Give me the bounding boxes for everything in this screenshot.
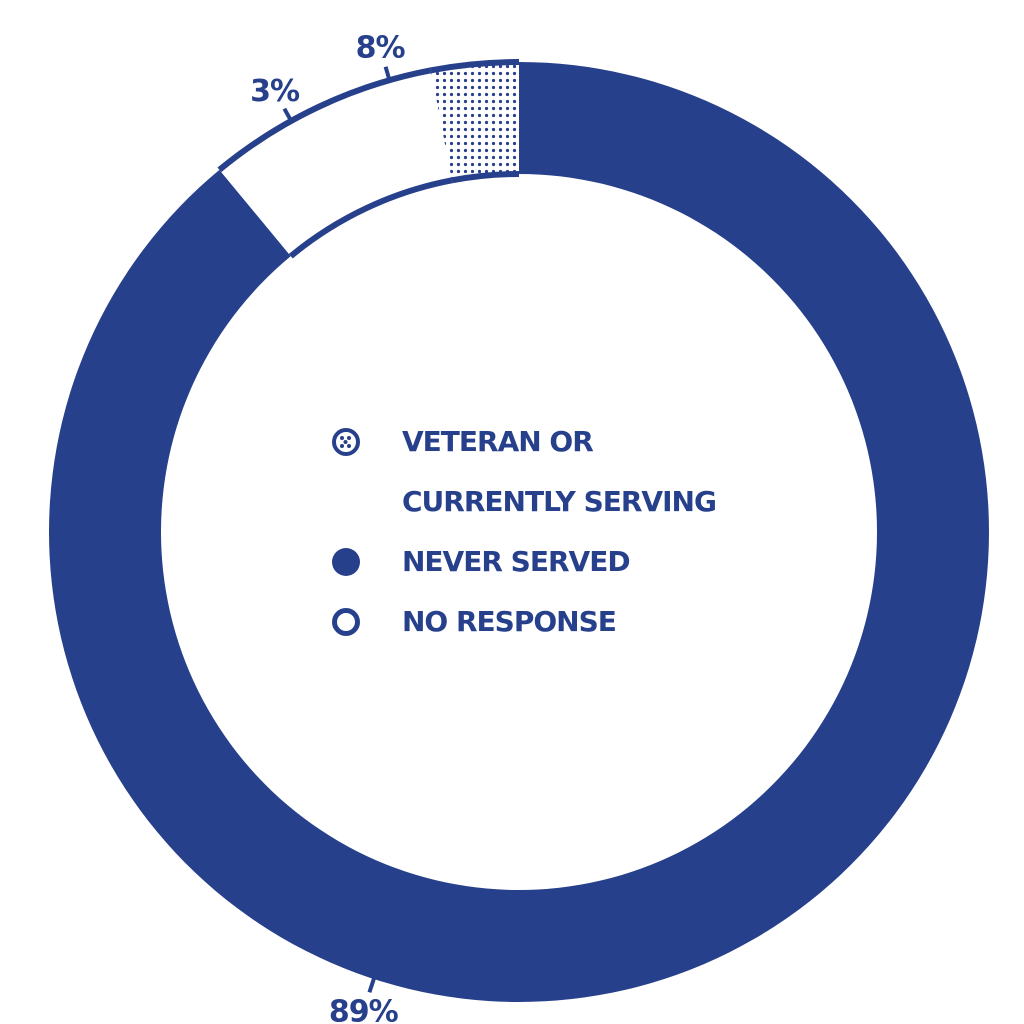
slice-label-never-served: 89% xyxy=(329,994,399,1024)
slice-no-response xyxy=(219,70,452,257)
slice-outer-edge-no-response xyxy=(217,67,432,173)
legend-label-no-response: NO RESPONSE xyxy=(402,605,617,638)
legend-label-veteran-line-1: VETERAN OR xyxy=(402,425,594,458)
legend-label-never-served: NEVER SERVED xyxy=(402,545,631,578)
slice-veteran xyxy=(430,62,519,181)
slice-outer-edge-veteran xyxy=(430,59,520,74)
legend-item-veteran: VETERAN OR CURRENTLY SERVING xyxy=(332,412,752,532)
legend-item-never-served: NEVER SERVED xyxy=(332,532,752,592)
legend: VETERAN OR CURRENTLY SERVING NEVER SERVE… xyxy=(332,412,752,652)
slice-label-no-response: 8% xyxy=(356,31,406,66)
label-tick-never-served xyxy=(367,976,377,993)
legend-swatch-dotted-icon xyxy=(332,428,360,456)
legend-label-veteran-line-2: CURRENTLY SERVING xyxy=(402,485,717,518)
label-tick-no-response xyxy=(383,66,392,83)
legend-item-no-response: NO RESPONSE xyxy=(332,592,752,652)
legend-swatch-solid-icon xyxy=(332,548,360,576)
donut-slices xyxy=(48,59,990,1002)
slice-labels: 89% 8% 3% xyxy=(250,31,406,1024)
slice-inner-edge-no-response xyxy=(288,177,453,259)
legend-swatch-outline-icon xyxy=(332,608,360,636)
label-tick-veteran xyxy=(282,107,294,124)
slice-label-veteran: 3% xyxy=(250,74,300,109)
slice-inner-edge-veteran xyxy=(451,171,520,184)
